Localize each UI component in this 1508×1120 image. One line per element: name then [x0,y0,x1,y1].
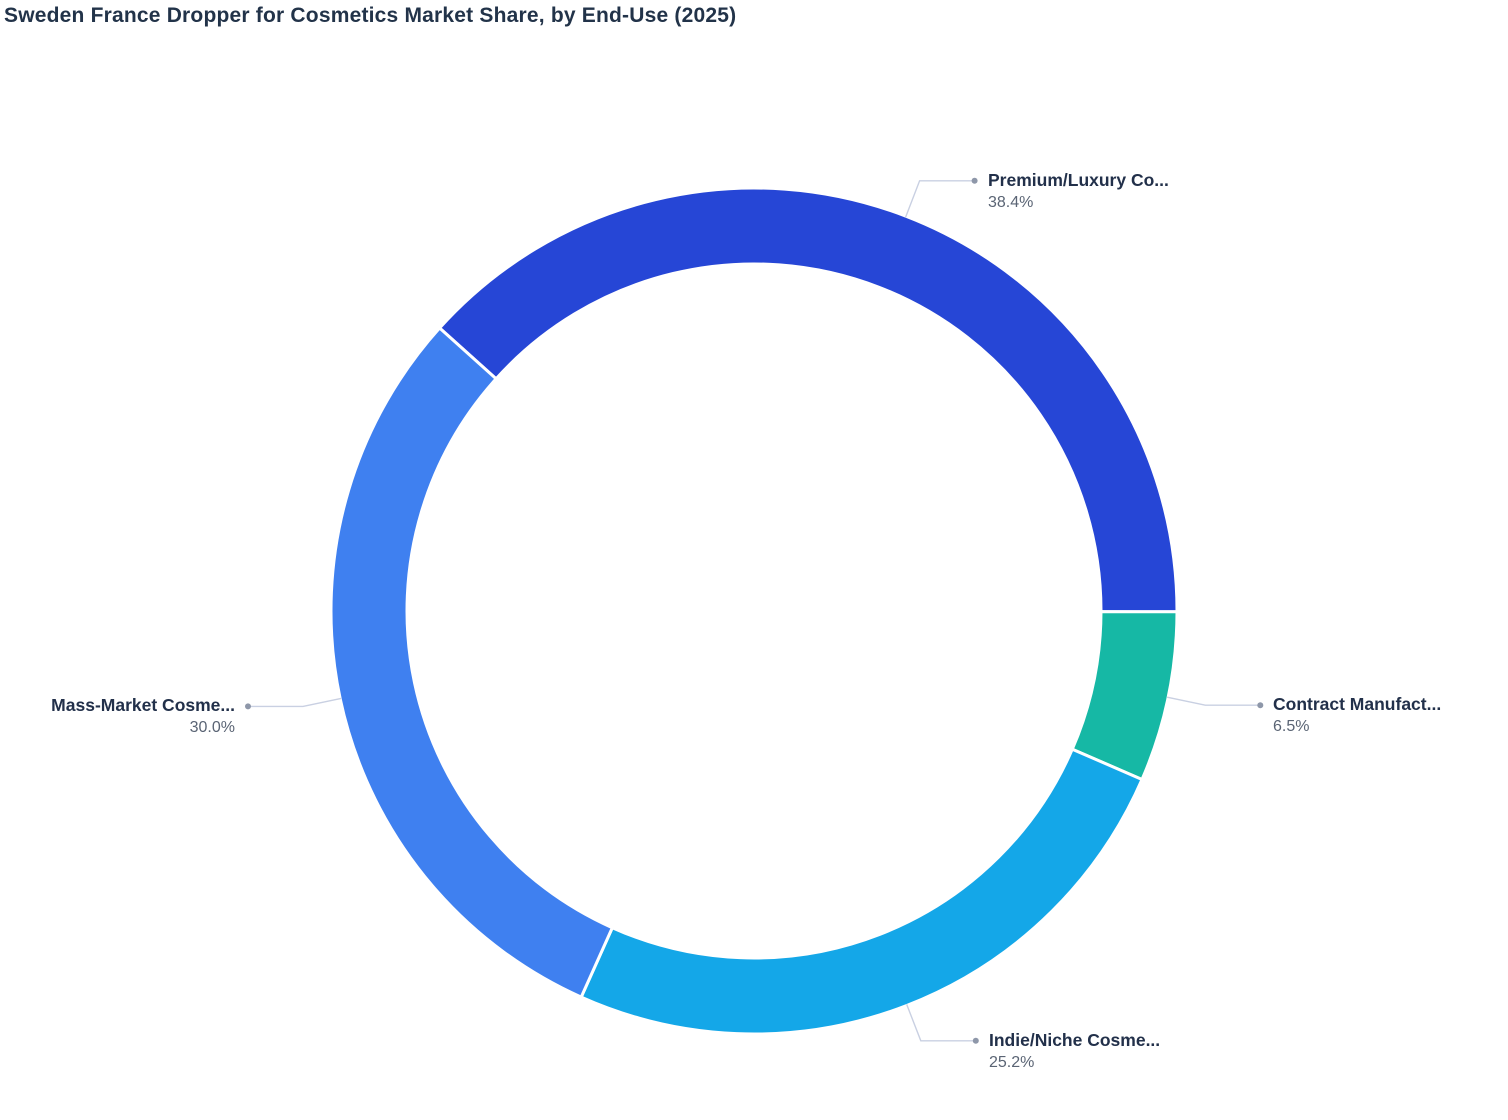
leader-line-indie-niche-cosme [906,1004,976,1042]
leader-dot-contract-manufact [1257,702,1264,709]
pie-slice-premium-luxury-co[interactable] [437,186,1179,614]
pie-slice-indie-niche-cosme[interactable] [579,747,1144,1036]
pie-slice-contract-manufact[interactable] [1070,610,1179,782]
leader-dot-mass-market-cosme [245,703,251,710]
leader-lines-group [245,177,1264,1044]
pie-slice-mass-market-cosme[interactable] [329,325,615,1000]
leader-dot-premium-luxury-co [971,177,978,184]
chart-title: Sweden France Dropper for Cosmetics Mark… [4,4,737,27]
leader-dot-indie-niche-cosme [972,1037,979,1044]
leader-line-mass-market-cosme [248,697,342,708]
pie-slices-group [329,186,1179,1036]
leader-line-contract-manufact [1166,696,1261,706]
leader-line-premium-luxury-co [904,180,975,218]
